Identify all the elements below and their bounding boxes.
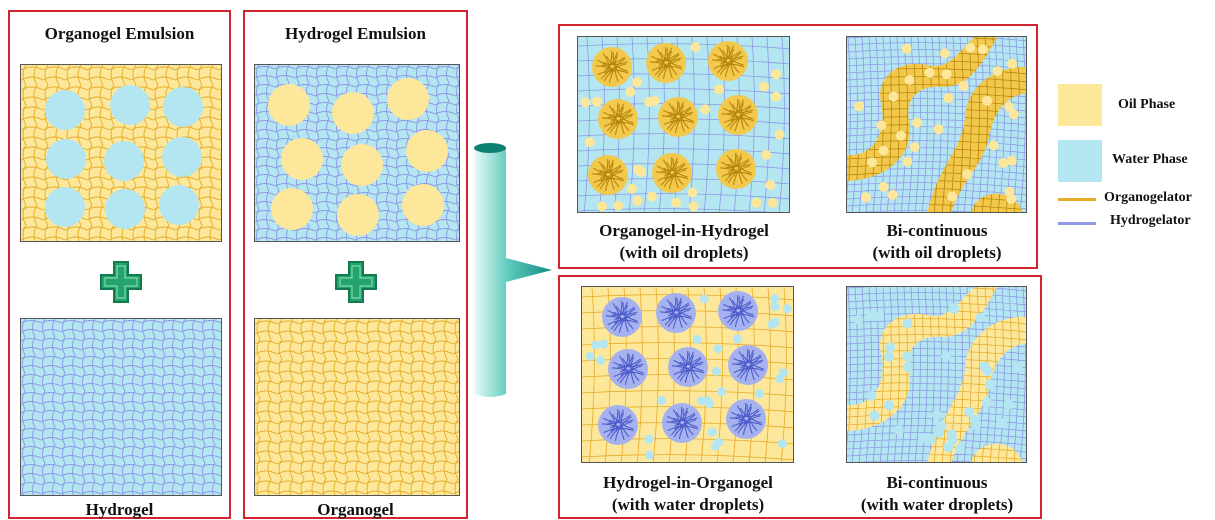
result-caption: Hydrogel-in-Organogel (with water drople… (564, 472, 812, 516)
organogel-in-hydrogel-panel (577, 36, 790, 213)
hydrogel-panel (20, 318, 222, 496)
oil-droplet-results-box: Organogel-in-Hydrogel (with oil droplets… (558, 24, 1038, 269)
organogel-illustration (255, 319, 459, 495)
organogel-emulsion-illustration (21, 65, 221, 241)
caption-line: (with oil droplets) (872, 243, 1002, 262)
caption-line: Bi-continuous (886, 473, 988, 492)
bicontinuous-water-panel (846, 286, 1027, 463)
column-bottom-label: Organogel (317, 500, 394, 519)
hydrogel-in-organogel-illustration (582, 287, 793, 462)
result-caption: Bi-continuous (with water droplets) (830, 472, 1044, 516)
bicontinuous-oil-panel (846, 36, 1027, 213)
caption-line: (with water droplets) (611, 495, 765, 514)
result-caption: Bi-continuous (with oil droplets) (830, 220, 1044, 264)
caption-line: Bi-continuous (886, 221, 988, 240)
funnel-arrow-shape (474, 143, 552, 397)
hydrogelator-line (1058, 222, 1096, 225)
organogel-emulsion-column: Organogel Emulsion (8, 10, 231, 519)
oil-phase-swatch (1058, 84, 1102, 126)
legend-label: Organogelator (1104, 190, 1192, 205)
column-title: Organogel Emulsion (44, 24, 195, 43)
caption-line: Organogel-in-Hydrogel (599, 221, 769, 240)
organogel-in-hydrogel-illustration (578, 37, 789, 212)
legend-label: Hydrogelator (1110, 213, 1191, 228)
hydrogel-illustration (21, 319, 221, 495)
bicontinuous-oil-illustration (847, 37, 1026, 212)
organogel-panel (254, 318, 460, 496)
legend-label: Water Phase (1112, 152, 1188, 167)
legend-label: Oil Phase (1118, 97, 1176, 112)
column-bottom-label: Hydrogel (85, 500, 154, 519)
water-droplet-results-box: Hydrogel-in-Organogel (with water drople… (558, 275, 1042, 519)
caption-line: Hydrogel-in-Organogel (603, 473, 773, 492)
plus-icon (100, 261, 142, 303)
hydrogel-in-organogel-panel (581, 286, 794, 463)
hydrogel-emulsion-column: Hydrogel Emulsion Organogel (243, 10, 468, 519)
water-phase-swatch (1058, 140, 1102, 182)
organogelator-line (1058, 198, 1096, 201)
organogel-emulsion-panel (20, 64, 222, 242)
caption-line: (with water droplets) (860, 495, 1014, 514)
hydrogel-emulsion-panel (254, 64, 460, 242)
column-title: Hydrogel Emulsion (285, 24, 426, 43)
caption-line: (with oil droplets) (619, 243, 749, 262)
hydrogel-emulsion-illustration (255, 65, 459, 241)
bicontinuous-water-illustration (847, 287, 1026, 462)
result-caption: Organogel-in-Hydrogel (with oil droplets… (560, 220, 808, 264)
plus-icon (335, 261, 377, 303)
